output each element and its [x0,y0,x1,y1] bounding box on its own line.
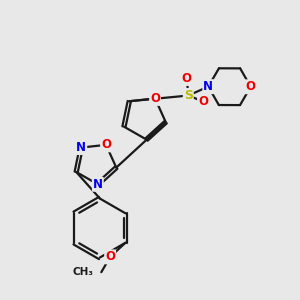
Text: O: O [198,95,208,108]
Text: O: O [101,138,111,152]
Text: S: S [184,89,193,102]
Text: N: N [76,141,86,154]
Text: O: O [105,250,115,263]
Text: N: N [93,178,103,191]
Text: N: N [203,80,213,93]
Text: O: O [150,92,160,105]
Text: CH₃: CH₃ [73,267,94,277]
Text: O: O [246,80,256,93]
Text: O: O [182,72,192,85]
